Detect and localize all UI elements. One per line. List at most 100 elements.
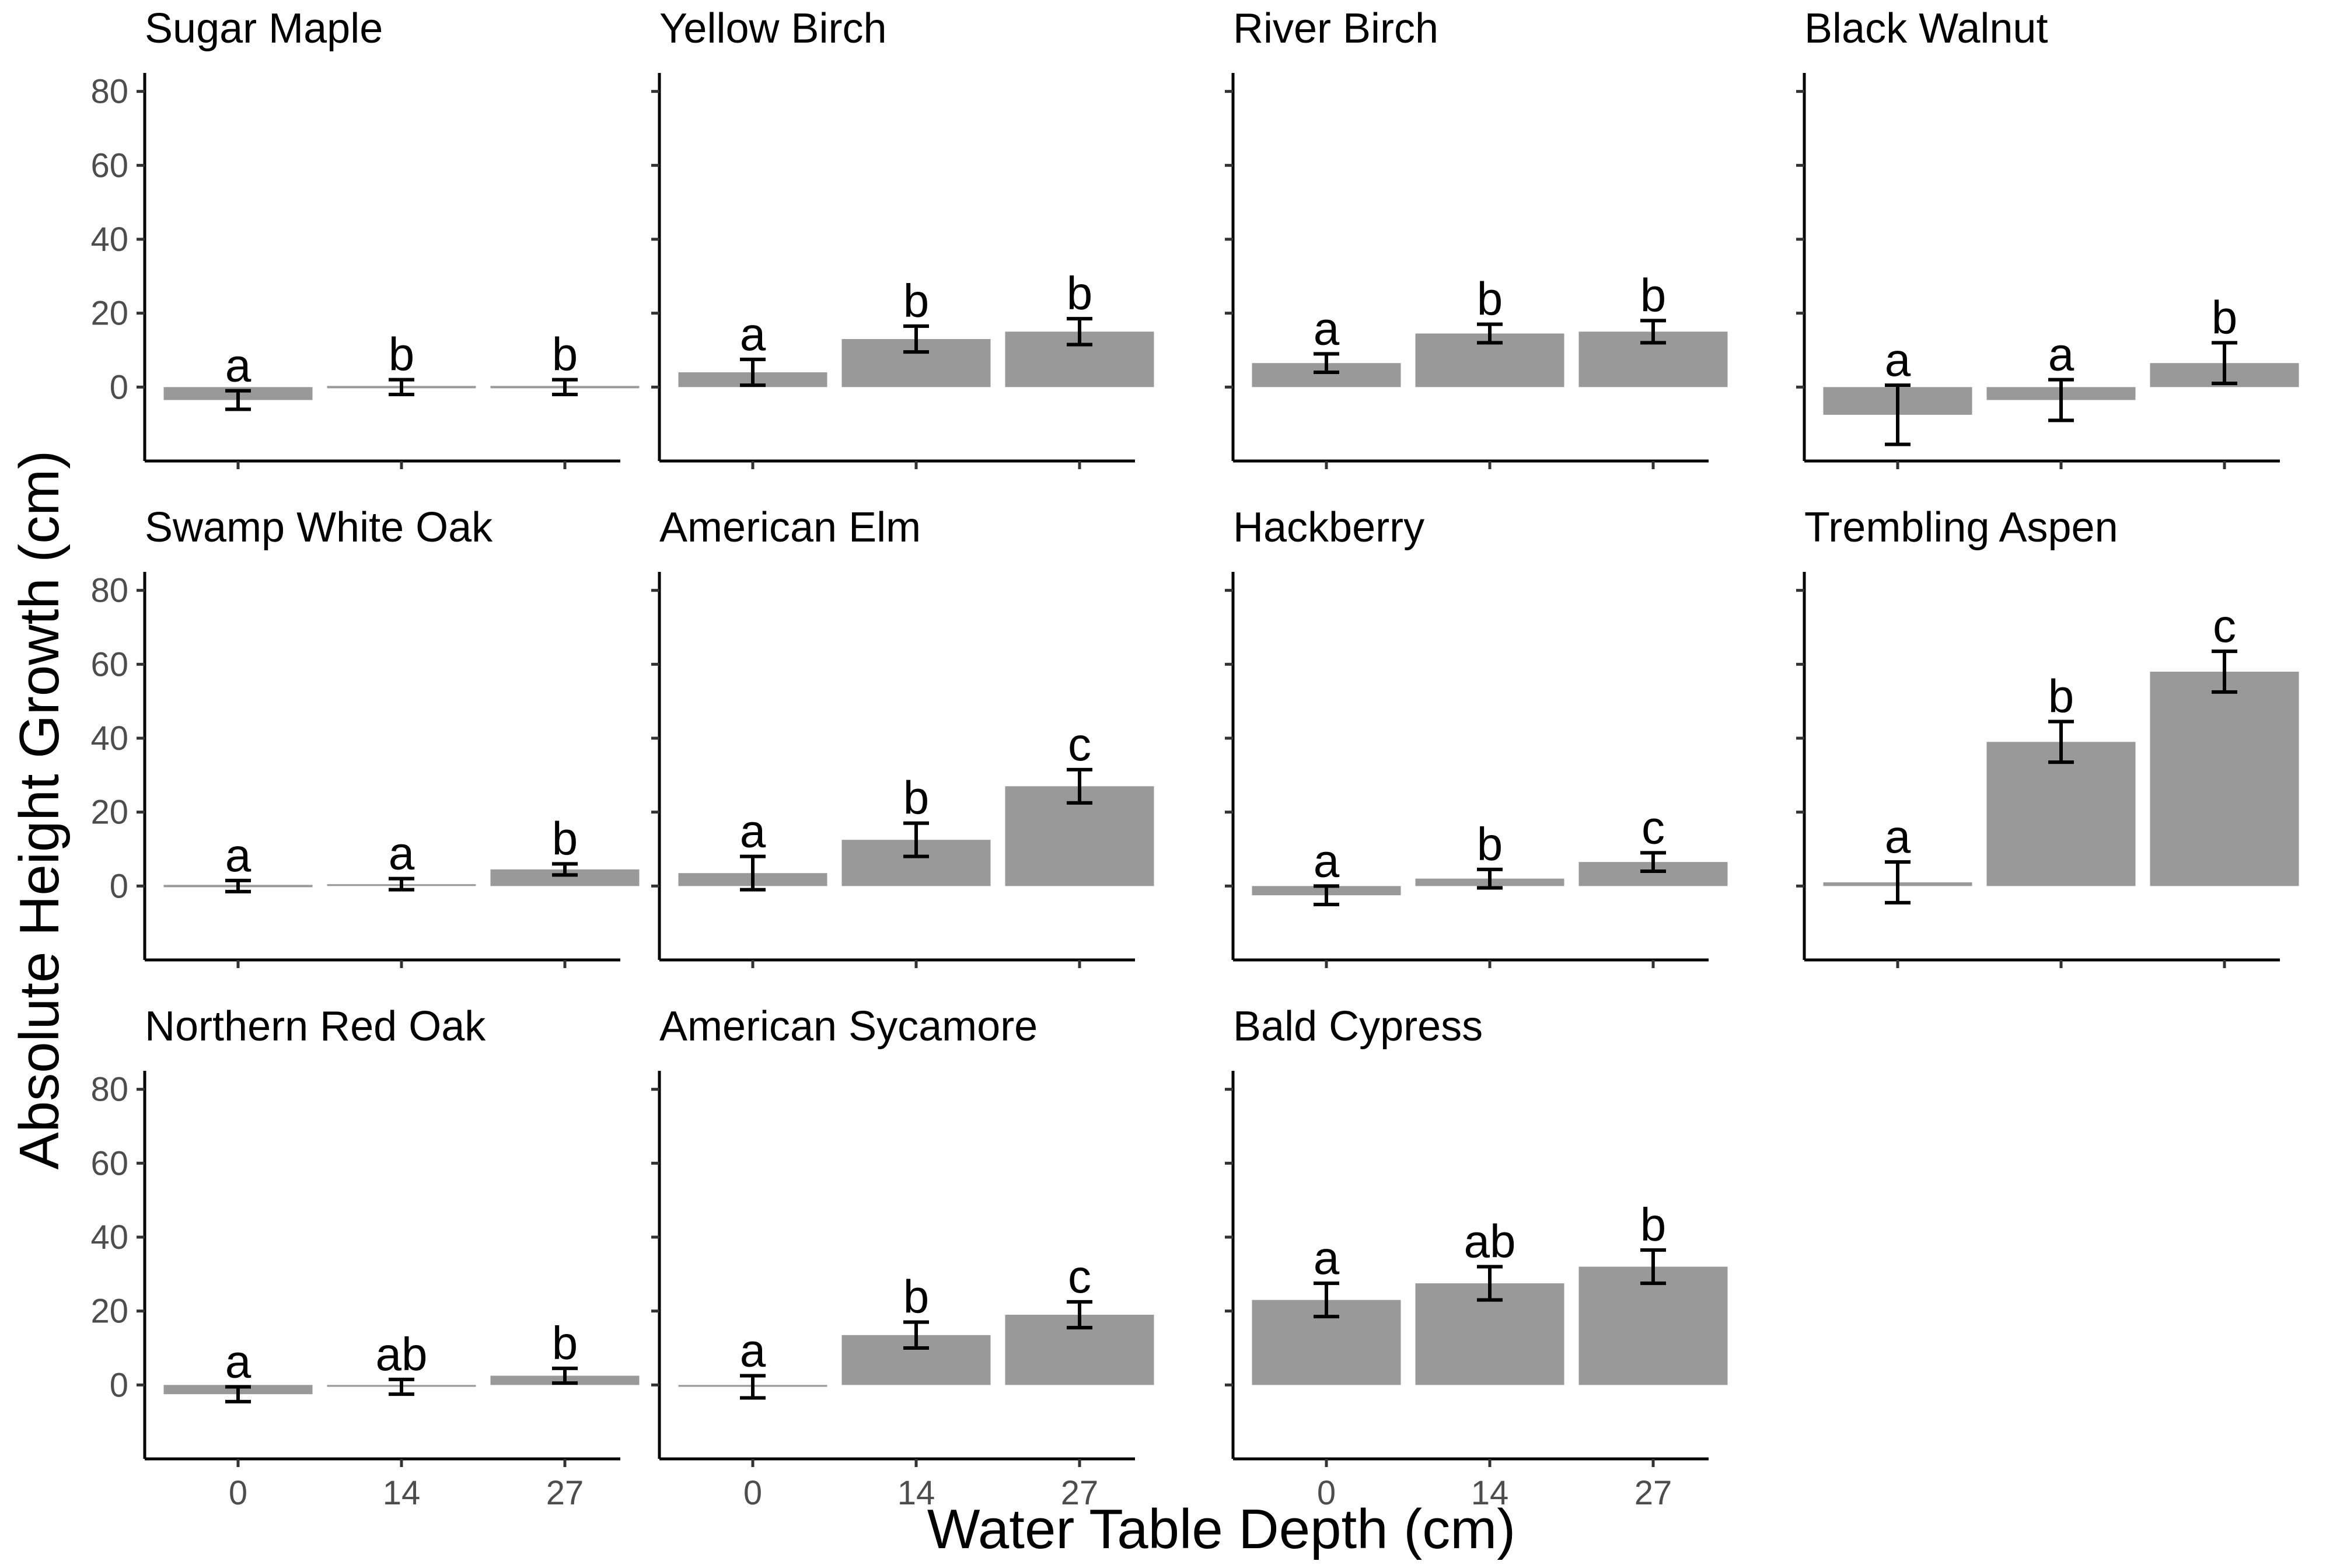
y-tick-label: 20 <box>90 794 128 832</box>
x-tick-label: 27 <box>1061 1474 1099 1512</box>
bar <box>1578 1266 1728 1385</box>
significance-letter: a <box>1314 1232 1340 1284</box>
significance-letter: a <box>225 1336 252 1388</box>
significance-letter: a <box>740 1325 766 1377</box>
panel-title: Sugar Maple <box>145 5 383 52</box>
error-bar <box>2212 649 2237 694</box>
significance-letter: c <box>1068 718 1091 770</box>
significance-letter: b <box>1640 1199 1667 1251</box>
error-bar <box>1067 317 1092 347</box>
x-tick-label: 14 <box>383 1474 421 1512</box>
error-bar <box>552 862 578 877</box>
error-bar <box>1477 867 1503 890</box>
significance-letter: b <box>1067 267 1093 319</box>
panel: Hackberry a b c <box>1225 504 1728 968</box>
significance-letter: a <box>389 827 415 879</box>
panel-title: Black Walnut <box>1804 5 2048 52</box>
bar <box>1986 742 2136 886</box>
significance-letter: a <box>1885 811 1911 862</box>
significance-letter: b <box>1477 818 1503 870</box>
significance-letter: a <box>1885 334 1911 386</box>
x-tick-label: 27 <box>546 1474 584 1512</box>
significance-letter: c <box>2213 600 2236 652</box>
error-bar <box>552 1366 578 1385</box>
y-axis-title: Absolute Height Growth (cm) <box>8 451 71 1169</box>
error-bar <box>1640 1248 1666 1286</box>
y-tick-label: 80 <box>90 572 128 610</box>
x-tick-label: 14 <box>1471 1474 1509 1512</box>
y-tick-label: 40 <box>90 221 128 259</box>
y-tick-label: 80 <box>90 73 128 111</box>
y-tick-label: 40 <box>90 720 128 757</box>
significance-letter: a <box>740 805 766 857</box>
error-bar <box>1640 319 1666 345</box>
y-tick-label: 60 <box>90 645 128 683</box>
error-bar <box>389 378 414 396</box>
significance-letter: c <box>1068 1251 1091 1302</box>
error-bar <box>903 324 929 354</box>
significance-letter: ab <box>376 1328 428 1380</box>
significance-letter: b <box>903 772 930 824</box>
x-tick-label: 27 <box>1634 1474 1672 1512</box>
significance-letter: a <box>2048 329 2074 380</box>
panel: Sugar Maple 0 20 40 60 80 a b b <box>90 5 640 469</box>
panel-title: River Birch <box>1233 5 1438 52</box>
significance-letter: b <box>903 1271 930 1323</box>
significance-letter: b <box>2048 670 2074 722</box>
panel: Swamp White Oak 0 20 40 60 80 a a b <box>90 504 640 968</box>
significance-letter: b <box>2212 291 2238 343</box>
significance-letter: ab <box>1464 1216 1516 1267</box>
error-bar <box>2212 341 2237 385</box>
error-bar <box>1477 1265 1503 1302</box>
error-bar <box>389 876 414 892</box>
error-bar <box>2048 378 2074 422</box>
significance-letter: b <box>389 329 415 380</box>
y-tick-label: 80 <box>90 1071 128 1109</box>
error-bar <box>1640 851 1666 873</box>
error-bar <box>1067 1300 1092 1330</box>
significance-letter: b <box>552 329 578 380</box>
panel-title: Swamp White Oak <box>145 504 493 551</box>
significance-letter: b <box>552 1317 578 1369</box>
y-tick-label: 60 <box>90 146 128 184</box>
y-tick-label: 0 <box>110 1366 128 1404</box>
significance-letter: a <box>225 829 252 881</box>
panel: Bald Cypress a ab b 0 14 27 <box>1225 1003 1728 1512</box>
x-tick-label: 0 <box>743 1474 762 1512</box>
panel: American Elm a b c <box>651 504 1154 968</box>
y-tick-label: 20 <box>90 1293 128 1330</box>
significance-letter: a <box>740 308 766 360</box>
significance-letter: a <box>225 340 252 392</box>
error-bar <box>2048 720 2074 764</box>
error-bar <box>740 854 766 892</box>
error-bar <box>740 357 766 387</box>
panel-title: American Elm <box>659 504 921 551</box>
significance-letter: b <box>1640 269 1667 321</box>
panel-title: Bald Cypress <box>1233 1003 1483 1050</box>
y-tick-label: 60 <box>90 1144 128 1182</box>
x-tick-label: 14 <box>897 1474 935 1512</box>
bar <box>2150 672 2299 886</box>
panel-title: Trembling Aspen <box>1804 504 2118 551</box>
panel-title: Northern Red Oak <box>145 1003 486 1050</box>
error-bar <box>740 1374 766 1400</box>
panel: American Sycamore a b c 0 14 27 <box>651 1003 1154 1512</box>
significance-letter: a <box>1314 302 1340 354</box>
significance-letter: b <box>1477 273 1503 325</box>
error-bar <box>225 878 251 893</box>
panel-title: American Sycamore <box>659 1003 1038 1050</box>
error-bar <box>1477 322 1503 345</box>
y-tick-label: 20 <box>90 295 128 333</box>
panel: Trembling Aspen a b c <box>1796 504 2299 968</box>
significance-letter: c <box>1642 801 1665 853</box>
error-bar <box>903 821 929 858</box>
x-tick-label: 0 <box>1317 1474 1336 1512</box>
x-tick-label: 0 <box>229 1474 247 1512</box>
error-bar <box>225 389 251 411</box>
significance-letter: b <box>552 812 578 864</box>
error-bar <box>1885 860 1911 905</box>
significance-letter: a <box>1314 834 1340 886</box>
error-bar <box>552 378 578 396</box>
